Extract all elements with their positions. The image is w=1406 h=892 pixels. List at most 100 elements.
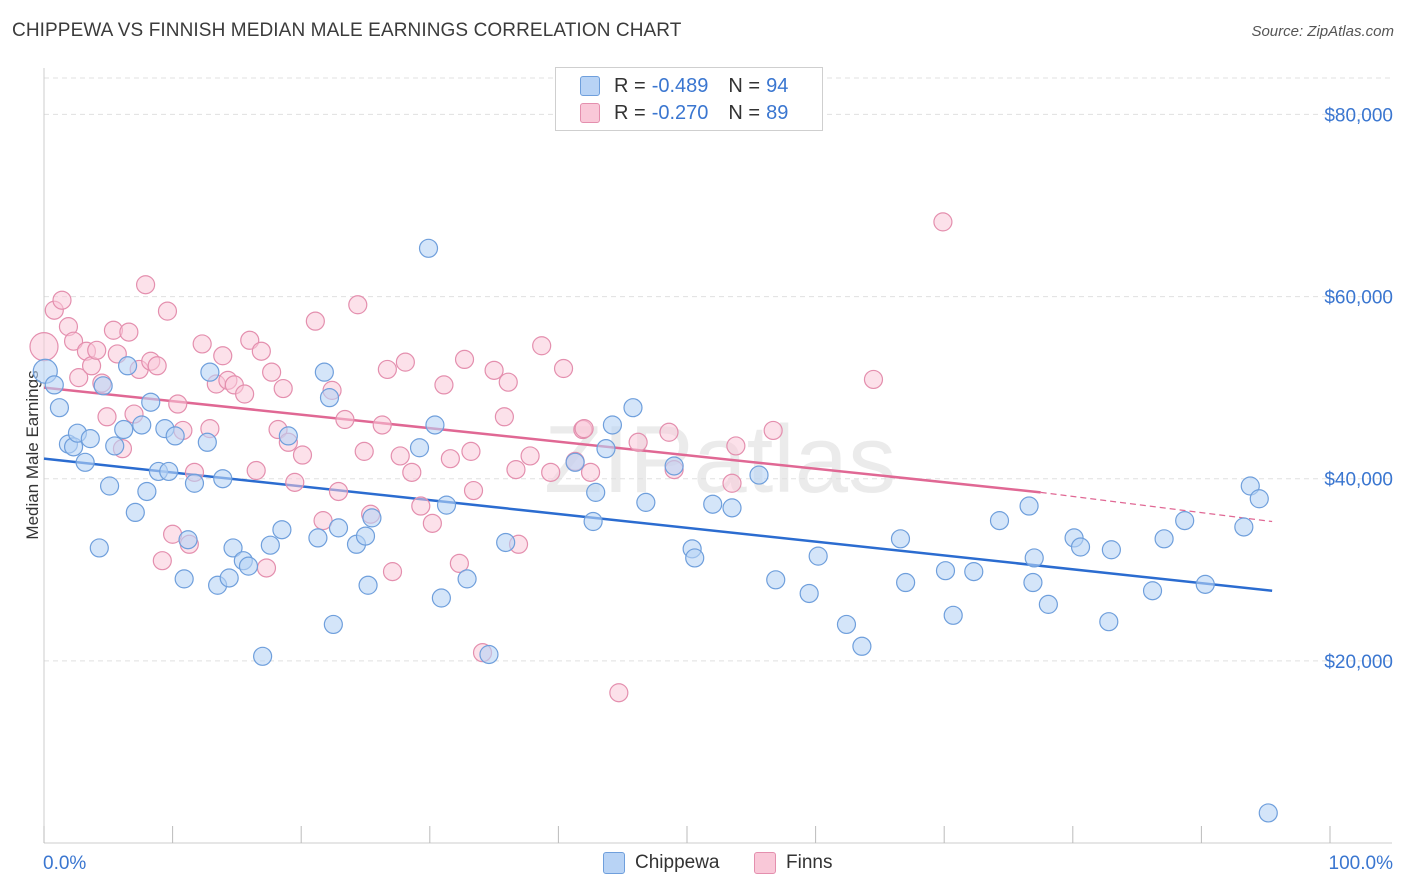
- finns-point: [63, 331, 84, 351]
- source-label: Source: ZipAtlas.com: [1251, 23, 1394, 40]
- n-value: 94: [766, 74, 789, 97]
- chippewa-point: [1234, 517, 1254, 537]
- finns-point: [52, 290, 72, 310]
- finns-point: [335, 409, 355, 430]
- chippewa-point: [943, 605, 963, 625]
- finns-point: [532, 336, 552, 356]
- tick-labels: $20,000 $40,000 $60,000 $80,000 0.0% 100.0%: [43, 105, 1393, 874]
- chippewa-point: [852, 636, 872, 656]
- finns-point: [246, 460, 266, 481]
- finns-point: [440, 449, 460, 469]
- chippewa-point: [125, 502, 145, 523]
- finns-point: [580, 462, 601, 482]
- chippewa-point: [457, 569, 477, 589]
- r-value: -0.489: [651, 74, 709, 97]
- chippewa-point: [664, 456, 684, 476]
- finns-point: [262, 362, 282, 382]
- chippewa-point: [1142, 581, 1163, 601]
- chippewa-point: [328, 518, 349, 538]
- chippewa-point: [323, 614, 343, 635]
- finns-point: [313, 511, 333, 531]
- chippewa-point: [105, 436, 125, 456]
- chippewa-points: [32, 238, 1278, 823]
- chippewa-point: [362, 508, 382, 528]
- legend-item-chippewa[interactable]: Chippewa: [603, 852, 720, 874]
- axes: [43, 68, 1392, 844]
- chippewa-point: [93, 376, 113, 396]
- r-label: R =: [614, 101, 646, 124]
- chippewa-point: [1038, 594, 1058, 614]
- chippewa-point: [808, 546, 828, 566]
- chippewa-legend-swatch: [603, 852, 625, 874]
- legend-item-finns[interactable]: Finns: [754, 852, 832, 874]
- finns-point: [506, 460, 526, 480]
- finns-point: [449, 553, 469, 574]
- chippewa-point: [1099, 612, 1119, 632]
- chippewa-point: [178, 530, 198, 550]
- y-tick-label: $80,000: [1324, 105, 1393, 126]
- finns-point: [377, 359, 397, 380]
- finns-point: [292, 445, 313, 465]
- chippewa-point: [184, 473, 205, 493]
- chippewa-point: [219, 568, 239, 588]
- chippewa-point: [1195, 574, 1215, 594]
- finns-point: [285, 472, 305, 492]
- chippewa-point: [703, 494, 723, 514]
- chippewa-point: [44, 375, 64, 395]
- finns-point: [273, 378, 293, 399]
- finns-point: [520, 446, 540, 466]
- finns-point: [763, 420, 783, 441]
- legend-row-chippewa: R = -0.489 N = 94: [580, 73, 788, 99]
- finns-point: [213, 346, 233, 366]
- chippewa-point: [1249, 489, 1269, 509]
- chart-title: CHIPPEWA VS FINNISH MEDIAN MALE EARNINGS…: [12, 20, 682, 41]
- chippewa-point: [223, 538, 243, 558]
- chippewa-point: [586, 482, 606, 502]
- chippewa-point: [49, 398, 70, 418]
- chippewa-point: [436, 495, 457, 515]
- n-label: N =: [728, 101, 761, 124]
- chippewa-point: [685, 548, 705, 568]
- chippewa-point: [1101, 540, 1121, 560]
- chippewa-point: [565, 452, 585, 472]
- chippewa-point: [141, 392, 161, 412]
- finns-point: [461, 441, 481, 461]
- finns-point: [305, 311, 325, 331]
- r-value: -0.270: [651, 101, 709, 124]
- finns-point: [402, 462, 422, 482]
- series-legend: Chippewa Finns: [0, 852, 1406, 878]
- chippewa-point: [117, 356, 138, 376]
- chippewa-point: [496, 532, 516, 553]
- finns-swatch: [580, 103, 600, 123]
- chippewa-point: [623, 398, 643, 418]
- chippewa-point: [583, 511, 603, 532]
- finns-point: [168, 394, 188, 414]
- n-label: N =: [728, 74, 761, 97]
- chippewa-point: [799, 583, 819, 604]
- finns-point: [541, 462, 561, 482]
- finns-legend-label: Finns: [786, 852, 833, 873]
- finns-point: [152, 551, 172, 571]
- finns-point: [372, 415, 392, 435]
- finns-point: [157, 301, 178, 321]
- chippewa-point: [749, 465, 769, 485]
- chippewa-point: [238, 556, 259, 576]
- chippewa-point: [1154, 529, 1174, 549]
- finns-trend-extension: [1040, 491, 1273, 523]
- finns-point: [553, 358, 574, 379]
- finns-point: [609, 683, 629, 703]
- chippewa-point: [479, 644, 499, 665]
- chippewa-point: [200, 362, 220, 382]
- finns-point: [454, 349, 475, 370]
- finns-point: [659, 422, 679, 442]
- chippewa-point: [99, 476, 120, 496]
- finns-point: [354, 441, 374, 461]
- finns-point: [434, 375, 454, 395]
- chippewa-point: [89, 538, 109, 558]
- finns-point: [328, 481, 349, 502]
- y-tick-label: $40,000: [1324, 470, 1393, 491]
- chippewa-point: [278, 426, 298, 446]
- chippewa-point: [159, 461, 179, 482]
- finns-point: [382, 562, 403, 582]
